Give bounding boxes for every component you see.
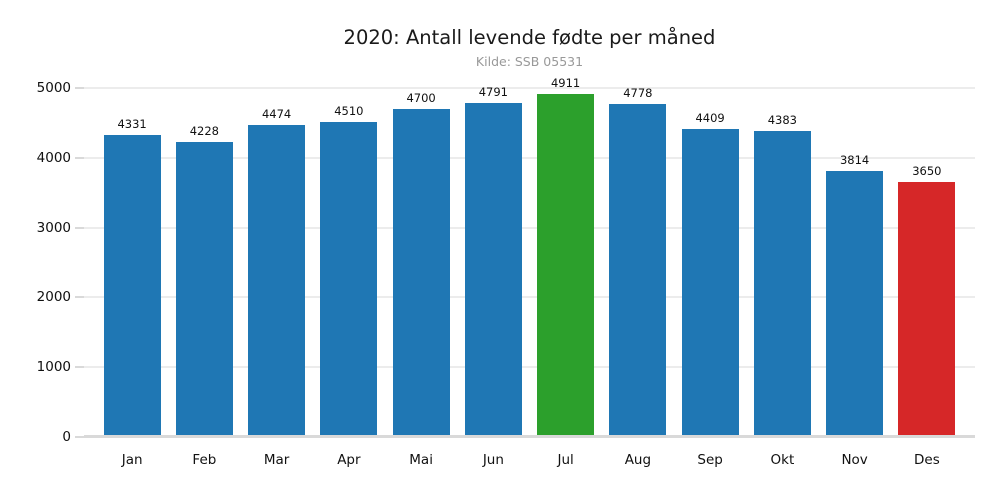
x-tick-label-jun: Jun <box>482 452 504 468</box>
x-tick-label-jul: Jul <box>557 452 574 468</box>
x-tick-label-feb: Feb <box>192 452 217 468</box>
chart-subtitle: Kilde: SSB 05531 <box>475 54 584 69</box>
bar-aug <box>609 103 667 437</box>
bar-jun <box>464 102 522 437</box>
x-tick-label-okt: Okt <box>770 452 795 468</box>
x-tick-label-des: Des <box>914 452 940 468</box>
bar-nov <box>826 170 884 437</box>
x-tick-label-nov: Nov <box>841 452 868 468</box>
bar-okt <box>753 131 811 437</box>
gridlines <box>84 87 975 437</box>
bar-value-feb: 4228 <box>189 123 220 138</box>
bar-value-okt: 4383 <box>767 113 798 128</box>
bar-value-nov: 3814 <box>839 152 870 167</box>
y-tick-mark-4000 <box>75 156 84 159</box>
y-tick-label-2000: 2000 <box>36 289 71 306</box>
gridline-2000 <box>84 296 975 299</box>
x-tick-label-apr: Apr <box>337 452 361 468</box>
bar-jul <box>537 94 595 437</box>
bar-value-sep: 4409 <box>695 111 725 126</box>
x-tick-label-mar: Mar <box>263 452 290 468</box>
bar-value-mar: 4474 <box>261 106 292 121</box>
bars: 4331 4228 4474 4510 4700 4791 4911 4778 4409 4383… <box>84 76 975 437</box>
x-tick-label-mai: Mai <box>409 452 433 468</box>
x-tick-label-jan: Jan <box>121 452 143 468</box>
bar-value-jan: 4331 <box>117 116 147 131</box>
bar-feb <box>175 141 233 437</box>
y-tick-mark-0 <box>75 436 84 438</box>
bar-value-jun: 4791 <box>478 84 509 99</box>
y-tick-label-5000: 5000 <box>36 80 71 96</box>
y-tick-mark-5000 <box>75 87 84 89</box>
plot-area: 0 1000 2000 3000 4000 5000 4331 4228 4474 4510 47… <box>37 76 975 468</box>
x-tick-label-aug: Aug <box>624 452 652 468</box>
bar-jan <box>103 134 161 437</box>
bar-mai <box>392 108 450 437</box>
y-tick-label-1000: 1000 <box>36 359 71 376</box>
bar-value-des: 3650 <box>912 164 942 179</box>
bar-value-jul: 4911 <box>550 76 581 91</box>
chart-title: 2020: Antall levende fødte per måned <box>343 26 716 49</box>
y-tick-label-0: 0 <box>62 429 71 445</box>
y-axis: 0 1000 2000 3000 4000 5000 <box>37 80 975 445</box>
gridline-5000 <box>84 87 975 89</box>
y-tick-label-3000: 3000 <box>36 219 71 236</box>
gridline-3000 <box>84 226 975 229</box>
x-tick-label-sep: Sep <box>697 452 723 468</box>
y-tick-mark-1000 <box>75 366 84 369</box>
bar-mar <box>248 124 306 437</box>
x-axis-labels: Jan Feb Mar Apr Mai Jun Jul Aug Sep Okt Nov Des <box>84 437 975 497</box>
y-tick-mark-3000 <box>75 226 84 229</box>
bar-sep <box>681 129 739 437</box>
gridline-1000 <box>84 366 975 369</box>
bar-value-aug: 4778 <box>623 85 653 100</box>
bar-des <box>898 182 956 437</box>
y-tick-label-4000: 4000 <box>36 149 71 166</box>
gridline-4000 <box>84 156 975 159</box>
bar-apr <box>320 122 378 437</box>
x-axis-line <box>84 435 975 438</box>
bar-value-apr: 4510 <box>334 104 364 119</box>
bar-value-mai: 4700 <box>406 90 436 105</box>
y-tick-mark-2000 <box>75 296 84 299</box>
